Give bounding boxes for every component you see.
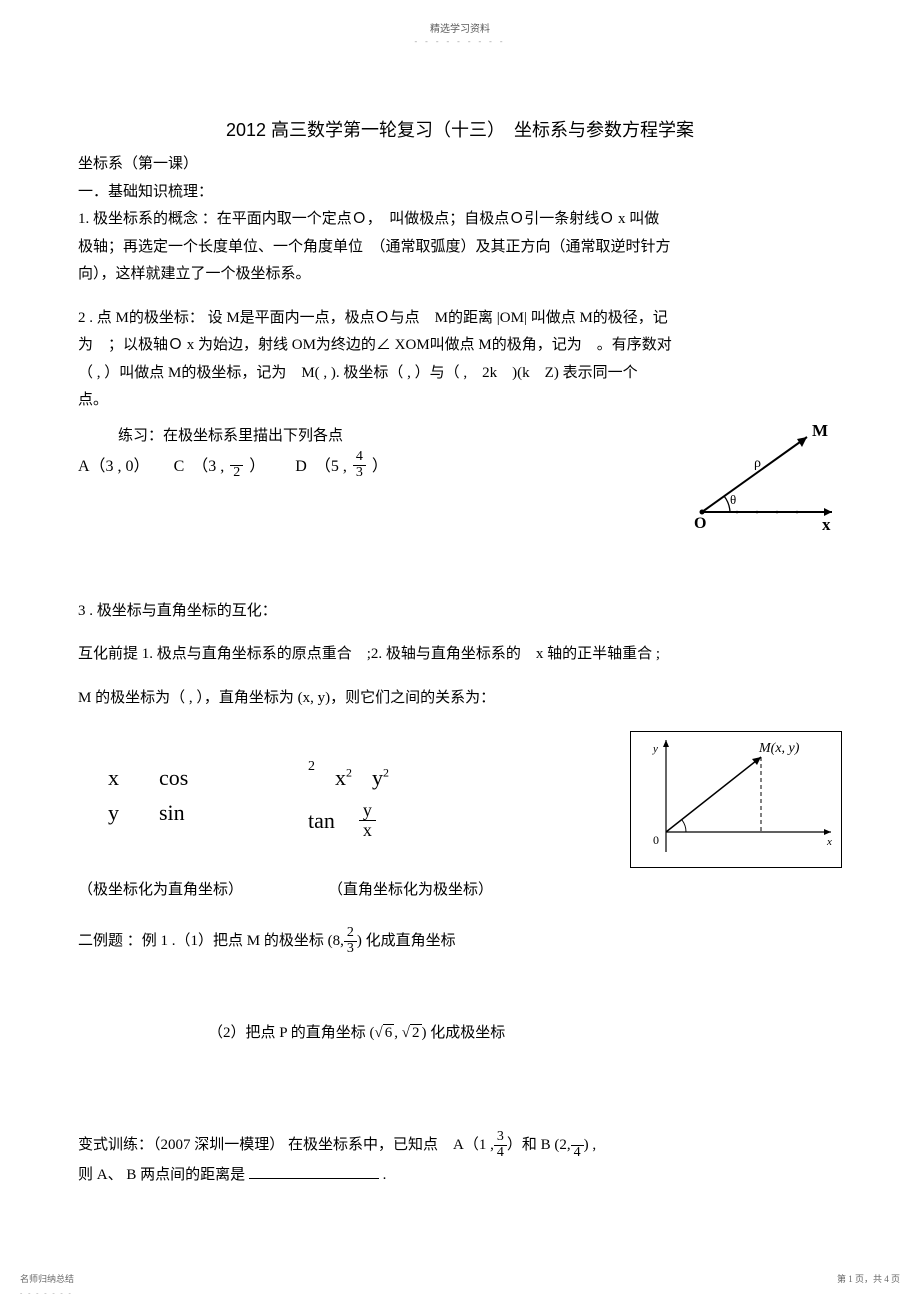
variation-line2: 则 A、 B 两点间的距离是 . (78, 1163, 842, 1189)
point-C-post: ） (249, 453, 265, 480)
convert-pre: 互化前提 1. 极点与直角坐标系的原点重合 ;2. 极轴与直角坐标系的 x 轴的… (78, 642, 842, 668)
point-C-pre: C （3 , (174, 453, 225, 480)
label-x: x (822, 515, 831, 532)
var-frac1: 3 4 (494, 1130, 507, 1160)
coord-diagram: M(x, y) y 0 x (630, 731, 842, 868)
ftan: tan (308, 803, 335, 838)
frac-num (571, 1130, 584, 1146)
footer-left: 名师归纳总结 (20, 1272, 74, 1285)
var-l2-post: . (383, 1167, 387, 1183)
label-p2r: （极坐标化为直角坐标） (78, 878, 328, 899)
label-x-axis: x (826, 836, 832, 848)
point-A: A（3 , 0） (78, 453, 150, 480)
subheading-1: 坐标系（第一课） (78, 152, 842, 178)
practice-label: 练习：在极坐标系里描出下列各点 (78, 424, 672, 450)
para1-line1: 1. 极坐标系的概念 ：在平面内取一个定点Ｏ， 叫做极点；自极点Ｏ引一条射线Ｏ … (78, 207, 842, 233)
practice-row: 练习：在极坐标系里描出下列各点 A（3 , 0） C （3 , 2 ） D （5… (78, 422, 842, 537)
subheading-2: 一．基础知识梳理： (78, 180, 842, 206)
rho-sq: 2 (308, 756, 315, 778)
practice-text: 练习：在极坐标系里描出下列各点 A（3 , 0） C （3 , 2 ） D （5… (78, 422, 672, 484)
ex1-post: ) 化成直角坐标 (357, 929, 456, 955)
frac-den: 2 (230, 466, 243, 481)
ex1-pre: 二例题 ：例 1 .（1）把点 M 的极坐标 (8, (78, 929, 344, 955)
frac-den: x (359, 821, 376, 840)
polar-diagram: M ρ θ O x (682, 422, 842, 537)
var-mid: ）和 B (2, (507, 1133, 571, 1159)
para1-line3: 向），这样就建立了一个极坐标系。 (78, 262, 842, 288)
frac-den: 3 (344, 942, 357, 957)
fx: x (108, 760, 119, 795)
footer-dots: - - - - - - - (20, 1289, 73, 1297)
frac-num (230, 450, 243, 466)
var-pre: 变式训练：（2007 深圳一模理） 在极坐标系中，已知点 A（1 , (78, 1133, 494, 1159)
formula-left: x cos y sin (78, 760, 308, 840)
header-dots: - - - - - - - - - (78, 37, 842, 46)
ex1b-r6: 6 (383, 1024, 395, 1041)
var-frac2: 4 (571, 1130, 584, 1160)
var-l2-pre: 则 A、 B 两点间的距离是 (78, 1167, 245, 1183)
fy: y (108, 795, 119, 830)
frac-yx: y x (359, 801, 376, 840)
point-C-frac: 2 (230, 450, 243, 480)
formula-area: x cos y sin 2 x2 y2 (78, 760, 600, 840)
label-Mxy: M(x, y) (758, 741, 800, 756)
para2-line2: 为 ；以极轴Ｏ x 为始边，射线 OM为终边的∠ XOM叫做点 M的极角，记为 … (78, 333, 842, 359)
example1b: （2）把点 P 的直角坐标 (√6, √2) 化成极坐标 (78, 1021, 842, 1047)
frac-den: 4 (494, 1146, 507, 1161)
ex1-frac: 2 3 (344, 926, 357, 956)
label-r2p: （直角坐标化为极坐标） (328, 878, 493, 899)
frac-den: 3 (353, 466, 366, 481)
label-rho: ρ (754, 456, 761, 471)
variation-line1: 变式训练：（2007 深圳一模理） 在极坐标系中，已知点 A（1 , 3 4 ）… (78, 1131, 842, 1161)
ex1b-mid: , (394, 1025, 402, 1041)
page: 精选学习资料 - - - - - - - - - 2012 高三数学第一轮复习（… (0, 0, 920, 1303)
ex1b-r2: 2 (410, 1024, 422, 1041)
label-O: O (694, 515, 706, 532)
y-base: y (372, 765, 383, 790)
section3-title: 3 . 极坐标与直角坐标的互化： (78, 599, 842, 625)
page-title: 2012 高三数学第一轮复习（十三） 坐标系与参数方程学案 (78, 116, 842, 142)
footer-right: 第 1 页，共 4 页 (837, 1272, 900, 1285)
ex1b-post: ) 化成极坐标 (422, 1025, 506, 1041)
para2-line1: 2 . 点 M的极坐标： 设 M是平面内一点，极点Ｏ与点 M的距离 |OM| 叫… (78, 306, 842, 332)
frac-num: 3 (494, 1130, 507, 1146)
x-base: x (335, 765, 346, 790)
frac-num: 2 (344, 926, 357, 942)
point-D-frac: 4 3 (353, 450, 366, 480)
example1: 二例题 ：例 1 .（1）把点 M 的极坐标 (8, 2 3 ) 化成直角坐标 (78, 927, 842, 957)
frac-num: y (359, 801, 376, 821)
ex1b-pre: （2）把点 P 的直角坐标 ( (208, 1025, 375, 1041)
para2-line4: 点。 (78, 388, 842, 414)
practice-points: A（3 , 0） C （3 , 2 ） D （5 , 4 3 ） (78, 451, 672, 481)
label-M: M (812, 422, 828, 440)
point-D-post: ） (372, 453, 388, 480)
label-row: （极坐标化为直角坐标） （直角坐标化为极坐标） (78, 878, 842, 899)
para1-line2: 极轴；再选定一个长度单位、一个角度单位 （通常取弧度）及其正方向（通常取逆时针方 (78, 235, 842, 261)
frac-num: 4 (353, 450, 366, 466)
frac-den: 4 (571, 1146, 584, 1161)
convert-row: x cos y sin 2 x2 y2 (78, 731, 842, 868)
formula-right: 2 x2 y2 tan y x (308, 760, 528, 840)
label-origin: 0 (653, 833, 659, 847)
blank-answer (249, 1178, 379, 1179)
header-small: 精选学习资料 (78, 20, 842, 35)
fcos: cos (159, 760, 188, 795)
label-theta: θ (730, 492, 736, 507)
para2-line3: （ , ）叫做点 M的极坐标，记为 M( , ). 极坐标（ , ）与（ , 2… (78, 361, 842, 387)
convert-rel: M 的极坐标为（ , ），直角坐标为 (x, y)，则它们之间的关系为： (78, 686, 842, 712)
point-D-pre: D （5 , (295, 453, 347, 480)
fsin: sin (159, 795, 185, 830)
label-y-axis: y (652, 743, 658, 755)
var-post: ) , (584, 1133, 597, 1159)
